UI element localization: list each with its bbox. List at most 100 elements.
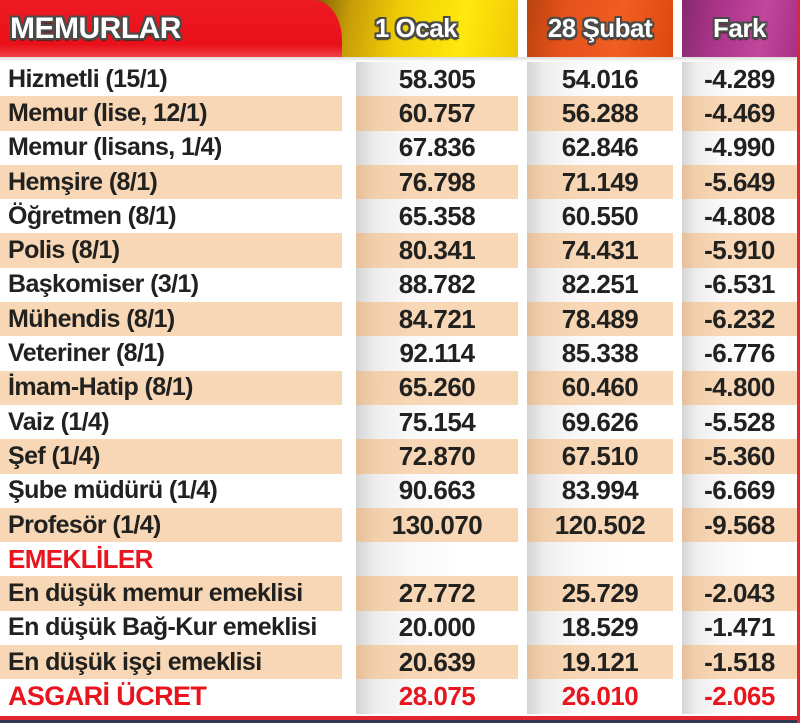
value-jan: 92.114 bbox=[356, 336, 518, 371]
value-diff: -4.808 bbox=[682, 199, 797, 234]
value-jan: 58.305 bbox=[356, 62, 518, 97]
table-row: Şef (1/4) 72.870 67.510 -5.360 bbox=[0, 439, 797, 474]
column-gutter bbox=[342, 370, 356, 405]
column-gutter bbox=[342, 610, 356, 646]
value-feb: 60.550 bbox=[527, 199, 673, 234]
column-gutter bbox=[518, 164, 527, 200]
table-row: Hizmetli (15/1) 58.305 54.016 -4.289 bbox=[0, 62, 797, 97]
column-gutter bbox=[518, 96, 527, 131]
column-gutter bbox=[673, 439, 682, 474]
value-jan: 65.260 bbox=[356, 370, 518, 405]
bottom-navy-rule bbox=[0, 720, 797, 723]
row-label: ASGARİ ÜCRET bbox=[0, 679, 342, 714]
table-row: En düşük işçi emeklisi 20.639 19.121 -1.… bbox=[0, 645, 797, 680]
value-feb: 82.251 bbox=[527, 267, 673, 303]
column-gutter bbox=[342, 576, 356, 611]
value-feb: 62.846 bbox=[527, 130, 673, 165]
right-red-rule bbox=[797, 0, 800, 723]
value-diff: -1.471 bbox=[682, 610, 797, 646]
value-diff: -6.232 bbox=[682, 302, 797, 337]
table-row: Memur (lisans, 1/4) 67.836 62.846 -4.990 bbox=[0, 130, 797, 165]
column-gutter bbox=[342, 130, 356, 165]
column-gutter bbox=[342, 233, 356, 268]
value-jan: 84.721 bbox=[356, 302, 518, 337]
column-gutter bbox=[518, 199, 527, 234]
value-diff: -9.568 bbox=[682, 507, 797, 543]
column-gutter bbox=[342, 679, 356, 714]
value-diff: -4.469 bbox=[682, 96, 797, 131]
column-gutter bbox=[342, 96, 356, 131]
value-jan: 28.075 bbox=[356, 679, 518, 714]
column-gutter bbox=[673, 645, 682, 680]
value-feb bbox=[527, 542, 673, 577]
value-feb: 56.288 bbox=[527, 96, 673, 131]
table-row: İmam-Hatip (8/1) 65.260 60.460 -4.800 bbox=[0, 370, 797, 405]
table-row: Hemşire (8/1) 76.798 71.149 -5.649 bbox=[0, 164, 797, 200]
row-label: En düşük memur emeklisi bbox=[0, 576, 342, 611]
value-jan bbox=[356, 542, 518, 577]
header-col-jan-label: 1 Ocak bbox=[374, 13, 458, 43]
row-label: EMEKLİLER bbox=[0, 542, 342, 577]
column-gutter bbox=[342, 199, 356, 234]
value-jan: 20.000 bbox=[356, 610, 518, 646]
value-diff: -6.669 bbox=[682, 473, 797, 508]
row-label: Memur (lisans, 1/4) bbox=[0, 130, 342, 165]
column-gutter bbox=[673, 679, 682, 714]
value-jan: 27.772 bbox=[356, 576, 518, 611]
value-jan: 130.070 bbox=[356, 507, 518, 543]
value-diff: -2.043 bbox=[682, 576, 797, 611]
table-row: Profesör (1/4) 130.070 120.502 -9.568 bbox=[0, 507, 797, 543]
table-row: En düşük memur emeklisi 27.772 25.729 -2… bbox=[0, 576, 797, 611]
value-diff: -5.360 bbox=[682, 439, 797, 474]
value-jan: 60.757 bbox=[356, 96, 518, 131]
column-gutter bbox=[673, 576, 682, 611]
value-jan: 20.639 bbox=[356, 645, 518, 680]
column-gutter bbox=[518, 679, 527, 714]
column-gutter bbox=[518, 610, 527, 646]
column-gutter bbox=[342, 542, 356, 577]
value-jan: 90.663 bbox=[356, 473, 518, 508]
value-feb: 69.626 bbox=[527, 404, 673, 440]
row-label: İmam-Hatip (8/1) bbox=[0, 370, 342, 405]
column-gutter bbox=[673, 610, 682, 646]
column-gutter bbox=[342, 404, 356, 440]
value-diff: -6.776 bbox=[682, 336, 797, 371]
table-row: Öğretmen (8/1) 65.358 60.550 -4.808 bbox=[0, 199, 797, 234]
table-row: Mühendis (8/1) 84.721 78.489 -6.232 bbox=[0, 302, 797, 337]
value-feb: 120.502 bbox=[527, 507, 673, 543]
value-jan: 75.154 bbox=[356, 404, 518, 440]
column-gutter bbox=[518, 370, 527, 405]
column-gutter bbox=[342, 302, 356, 337]
column-gutter bbox=[673, 164, 682, 200]
header-col-feb-label: 28 Şubat bbox=[547, 13, 653, 43]
header-col-diff-label: Fark bbox=[713, 13, 766, 43]
value-diff: -2.065 bbox=[682, 679, 797, 714]
table-row: Polis (8/1) 80.341 74.431 -5.910 bbox=[0, 233, 797, 268]
value-jan: 72.870 bbox=[356, 439, 518, 474]
column-gutter bbox=[342, 62, 356, 97]
page-title: MEMURLAR bbox=[10, 11, 181, 45]
value-feb: 67.510 bbox=[527, 439, 673, 474]
table-row: Veteriner (8/1) 92.114 85.338 -6.776 bbox=[0, 336, 797, 371]
table-body: Hizmetli (15/1) 58.305 54.016 -4.289 Mem… bbox=[0, 62, 797, 714]
value-feb: 60.460 bbox=[527, 370, 673, 405]
value-jan: 76.798 bbox=[356, 164, 518, 200]
column-gutter bbox=[673, 96, 682, 131]
header-title-block: MEMURLAR bbox=[0, 0, 342, 57]
column-gutter bbox=[673, 507, 682, 543]
bottom-red-rule bbox=[0, 716, 797, 721]
column-gutter bbox=[518, 302, 527, 337]
row-label: Şef (1/4) bbox=[0, 439, 342, 474]
table-header: 1 Ocak 28 Şubat Fark MEMURLAR bbox=[0, 0, 797, 57]
value-feb: 25.729 bbox=[527, 576, 673, 611]
table-row: Vaiz (1/4) 75.154 69.626 -5.528 bbox=[0, 404, 797, 440]
value-jan: 65.358 bbox=[356, 199, 518, 234]
column-gutter bbox=[673, 404, 682, 440]
column-gutter bbox=[342, 336, 356, 371]
column-gutter bbox=[518, 542, 527, 577]
column-gutter bbox=[673, 62, 682, 97]
header-col-feb: 28 Şubat bbox=[527, 0, 673, 57]
column-gutter bbox=[673, 336, 682, 371]
column-gutter bbox=[342, 507, 356, 543]
row-label: Öğretmen (8/1) bbox=[0, 199, 342, 234]
